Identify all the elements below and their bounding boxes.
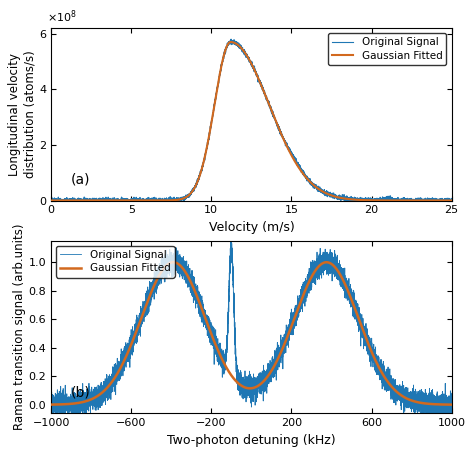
Gaussian Fitted [144, 198, 149, 203]
Line: Original Signal: Original Signal [51, 238, 452, 420]
Gaussian Fitted [146, 198, 151, 203]
Gaussian Fitted [228, 39, 233, 45]
Gaussian Fitted [50, 402, 56, 407]
Original Signal [449, 197, 455, 202]
Y-axis label: Longitudinal velocity
distribution (atoms/s): Longitudinal velocity distribution (atom… [9, 51, 36, 178]
Gaussian Fitted [171, 259, 176, 265]
X-axis label: Velocity (m/s): Velocity (m/s) [209, 221, 294, 234]
Original Signal [449, 408, 455, 414]
Gaussian Fitted [72, 401, 78, 406]
X-axis label: Two-photon detuning (kHz): Two-photon detuning (kHz) [167, 434, 336, 447]
Legend: Original Signal, Gaussian Fitted: Original Signal, Gaussian Fitted [328, 33, 447, 65]
Gaussian Fitted [48, 402, 54, 407]
Gaussian Fitted [428, 401, 433, 407]
Gaussian Fitted [449, 402, 455, 407]
Text: (a): (a) [71, 172, 91, 186]
Original Signal [144, 196, 149, 202]
Gaussian Fitted [446, 198, 451, 203]
Gaussian Fitted [65, 401, 71, 407]
Original Signal [446, 198, 451, 203]
Original Signal [48, 401, 54, 407]
Original Signal [127, 343, 133, 349]
Original Signal [65, 405, 71, 410]
Original Signal [428, 403, 433, 409]
Original Signal [228, 235, 234, 241]
Line: Gaussian Fitted: Gaussian Fitted [51, 262, 452, 404]
Gaussian Fitted [244, 385, 250, 391]
Original Signal [228, 39, 234, 45]
Line: Original Signal: Original Signal [51, 39, 452, 201]
Original Signal [141, 198, 147, 203]
Legend: Original Signal, Gaussian Fitted: Original Signal, Gaussian Fitted [56, 246, 174, 278]
Gaussian Fitted [228, 39, 234, 45]
Original Signal [50, 401, 56, 407]
Text: $\times 10^{8}$: $\times 10^{8}$ [47, 8, 77, 25]
Original Signal [48, 198, 54, 203]
Original Signal [146, 197, 151, 203]
Text: (b): (b) [71, 385, 91, 399]
Original Signal [73, 417, 79, 423]
Original Signal [244, 382, 250, 387]
Y-axis label: Raman transition signal (arb.units): Raman transition signal (arb.units) [13, 224, 26, 430]
Gaussian Fitted [449, 198, 455, 203]
Gaussian Fitted [48, 198, 54, 203]
Original Signal [72, 399, 78, 404]
Gaussian Fitted [127, 346, 132, 351]
Original Signal [199, 165, 205, 171]
Original Signal [48, 197, 54, 203]
Gaussian Fitted [141, 198, 147, 203]
Gaussian Fitted [199, 165, 205, 171]
Line: Gaussian Fitted: Gaussian Fitted [51, 42, 452, 201]
Original Signal [228, 36, 234, 42]
